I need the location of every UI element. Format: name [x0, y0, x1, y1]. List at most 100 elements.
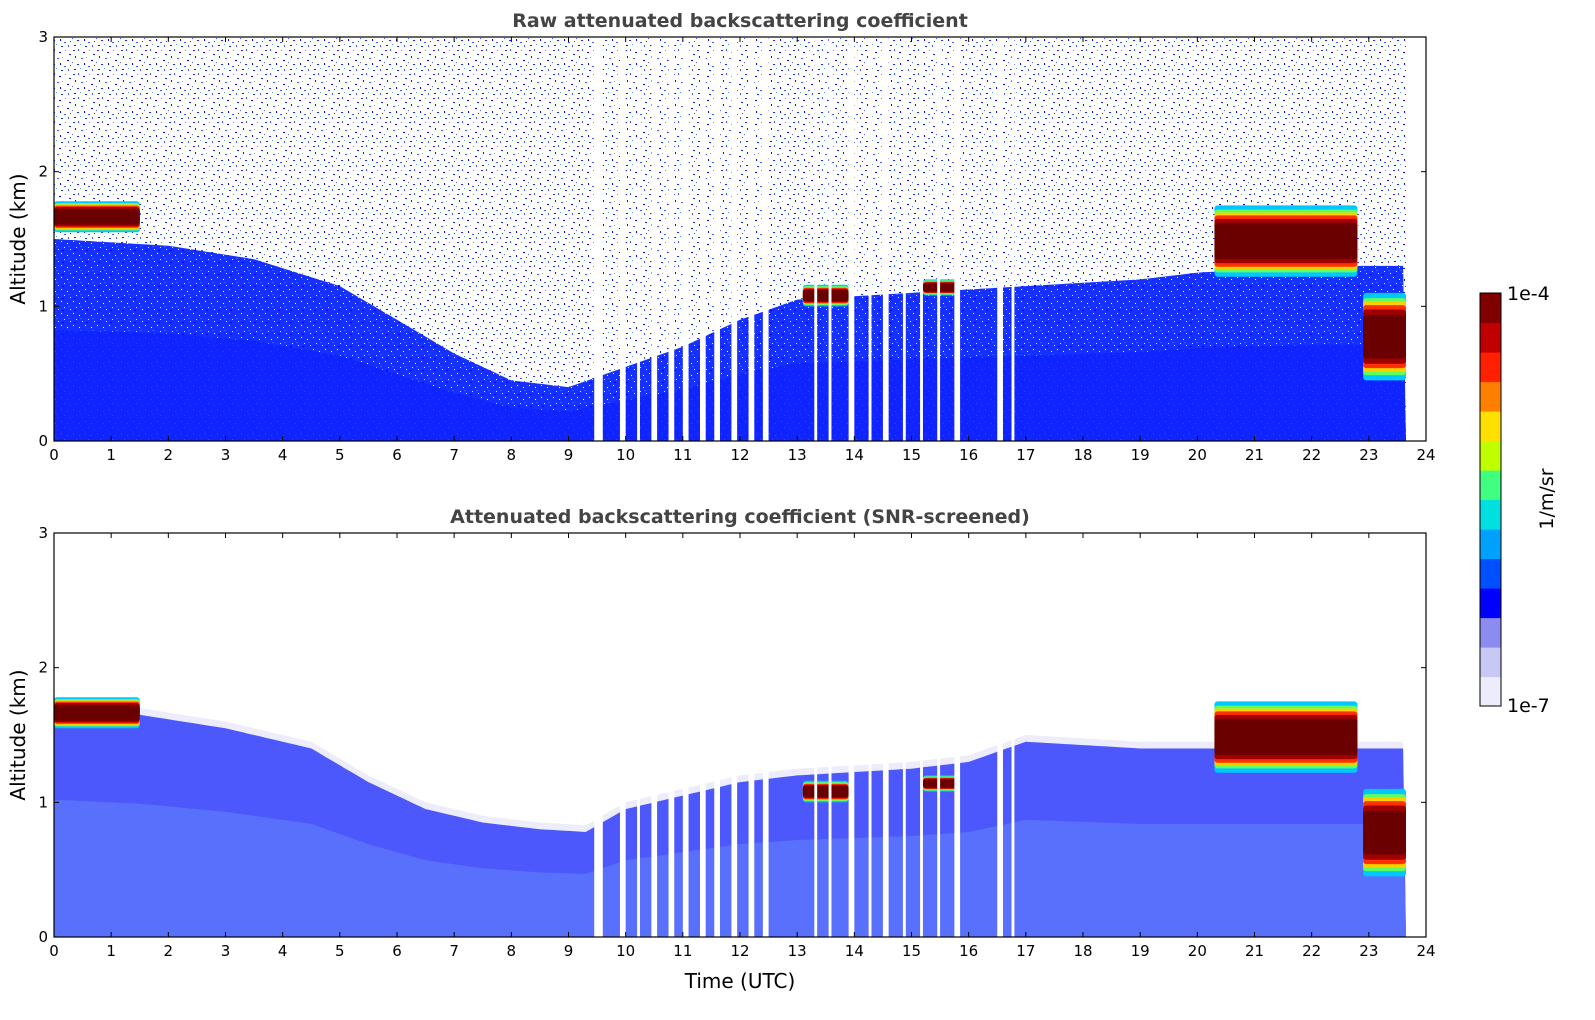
missing-data-gap	[1011, 37, 1015, 441]
x-tick-label: 4	[278, 446, 288, 464]
missing-data-gap	[699, 37, 706, 441]
y-tick-label: 1	[38, 793, 48, 811]
missing-data-gap	[882, 37, 889, 441]
x-tick-label: 11	[673, 446, 692, 464]
missing-data-gap	[651, 37, 658, 441]
x-tick-label: 17	[1016, 446, 1035, 464]
missing-data-gap	[1011, 533, 1015, 937]
missing-data-gap	[868, 37, 872, 441]
x-tick-label: 8	[507, 942, 517, 960]
x-tick-label: 23	[1359, 446, 1378, 464]
missing-data-gap	[668, 37, 675, 441]
colorbar-swatch	[1480, 470, 1501, 501]
missing-data-gap	[997, 533, 1003, 937]
x-tick-label: 18	[1073, 446, 1092, 464]
cloud-layer	[1363, 292, 1406, 381]
x-tick-label: 7	[449, 942, 459, 960]
colorbar-swatch	[1480, 411, 1501, 442]
cloud-layer	[54, 697, 140, 729]
x-tick-label: 9	[564, 942, 574, 960]
missing-data-gap	[920, 37, 923, 441]
x-tick-label: 22	[1302, 446, 1321, 464]
cloud-mark	[802, 786, 849, 797]
missing-data-gap	[954, 533, 961, 937]
colorbar-swatches	[1480, 293, 1501, 707]
missing-data-gap	[762, 533, 769, 937]
cloud-mark	[54, 209, 140, 225]
x-tick-label: 19	[1131, 446, 1150, 464]
colorbar-swatch	[1480, 558, 1501, 589]
colorbar-unit-label: 1/m/sr	[1536, 468, 1558, 529]
cloud-layer	[1363, 788, 1406, 877]
x-tick-label: 8	[507, 446, 517, 464]
y-tick-label: 2	[38, 163, 48, 181]
x-tick-label: 11	[673, 942, 692, 960]
x-tick-label: 23	[1359, 942, 1378, 960]
cloud-layer	[922, 775, 958, 792]
x-tick-label: 5	[335, 942, 345, 960]
x-tick-label: 2	[164, 942, 174, 960]
missing-data-gap	[748, 533, 755, 937]
colorbar-swatch	[1480, 676, 1501, 707]
missing-data-gap	[828, 37, 832, 441]
missing-data-gap	[882, 533, 889, 937]
colorbar-max-label: 1e-4	[1507, 283, 1550, 305]
y-tick-label: 3	[38, 28, 48, 46]
x-tick-label: 0	[49, 446, 59, 464]
cloud-layer	[802, 780, 849, 803]
screened-inner-layer	[54, 799, 1406, 937]
missing-data-gap	[828, 533, 832, 937]
x-tick-label: 24	[1416, 446, 1435, 464]
x-tick-label: 12	[730, 942, 749, 960]
y-tick-label: 1	[38, 297, 48, 315]
x-tick-label: 12	[730, 446, 749, 464]
missing-data-gap	[699, 533, 706, 937]
cloud-layer	[922, 279, 958, 296]
x-tick-label: 14	[845, 942, 864, 960]
x-tick-label: 3	[221, 446, 231, 464]
missing-data-gap	[868, 533, 872, 937]
x-tick-label: 13	[788, 446, 807, 464]
colorbar-swatch	[1480, 381, 1501, 412]
cloud-mark	[1214, 719, 1358, 755]
missing-data-gap	[619, 533, 626, 937]
x-tick-label: 4	[278, 942, 288, 960]
cloud-mark	[1214, 223, 1358, 259]
missing-data-gap	[594, 533, 603, 937]
missing-data-gap	[997, 37, 1003, 441]
missing-data-gap	[594, 37, 603, 441]
colorbar-swatch	[1480, 529, 1501, 560]
snr-screened-heatmap	[54, 533, 1406, 937]
missing-data-gap	[748, 37, 755, 441]
x-tick-label: 5	[335, 446, 345, 464]
colorbar: 1e-4 1e-7 1/m/sr	[1479, 283, 1558, 717]
cloud-layer	[54, 201, 140, 233]
screened-edge	[54, 701, 1406, 937]
missing-data-gap	[954, 37, 961, 441]
missing-data-gap	[637, 37, 640, 441]
x-tick-label: 24	[1416, 942, 1435, 960]
cloud-mark	[1363, 810, 1406, 855]
y-tick-label: 0	[38, 928, 48, 946]
boundary-layer-core	[54, 329, 1406, 441]
cloud-mark	[54, 705, 140, 721]
missing-data-gap	[668, 533, 675, 937]
missing-data-gap	[619, 37, 626, 441]
x-axis-label: Time (UTC)	[684, 969, 796, 993]
colorbar-min-label: 1e-7	[1507, 695, 1550, 717]
missing-data-gap	[814, 37, 818, 441]
x-tick-label: 21	[1245, 446, 1264, 464]
y-tick-label: 0	[38, 432, 48, 450]
cloud-mark	[922, 283, 958, 292]
cloud-layer	[802, 284, 849, 307]
x-tick-label: 15	[902, 942, 921, 960]
y-tick-label: 2	[38, 659, 48, 677]
missing-data-gap	[920, 533, 923, 937]
x-tick-label: 16	[959, 942, 978, 960]
panel1-y-axis-label: Altitude (km)	[6, 173, 30, 304]
x-tick-label: 17	[1016, 942, 1035, 960]
missing-data-gap	[731, 533, 738, 937]
cloud-mark	[922, 779, 958, 788]
missing-data-gap	[714, 533, 720, 937]
